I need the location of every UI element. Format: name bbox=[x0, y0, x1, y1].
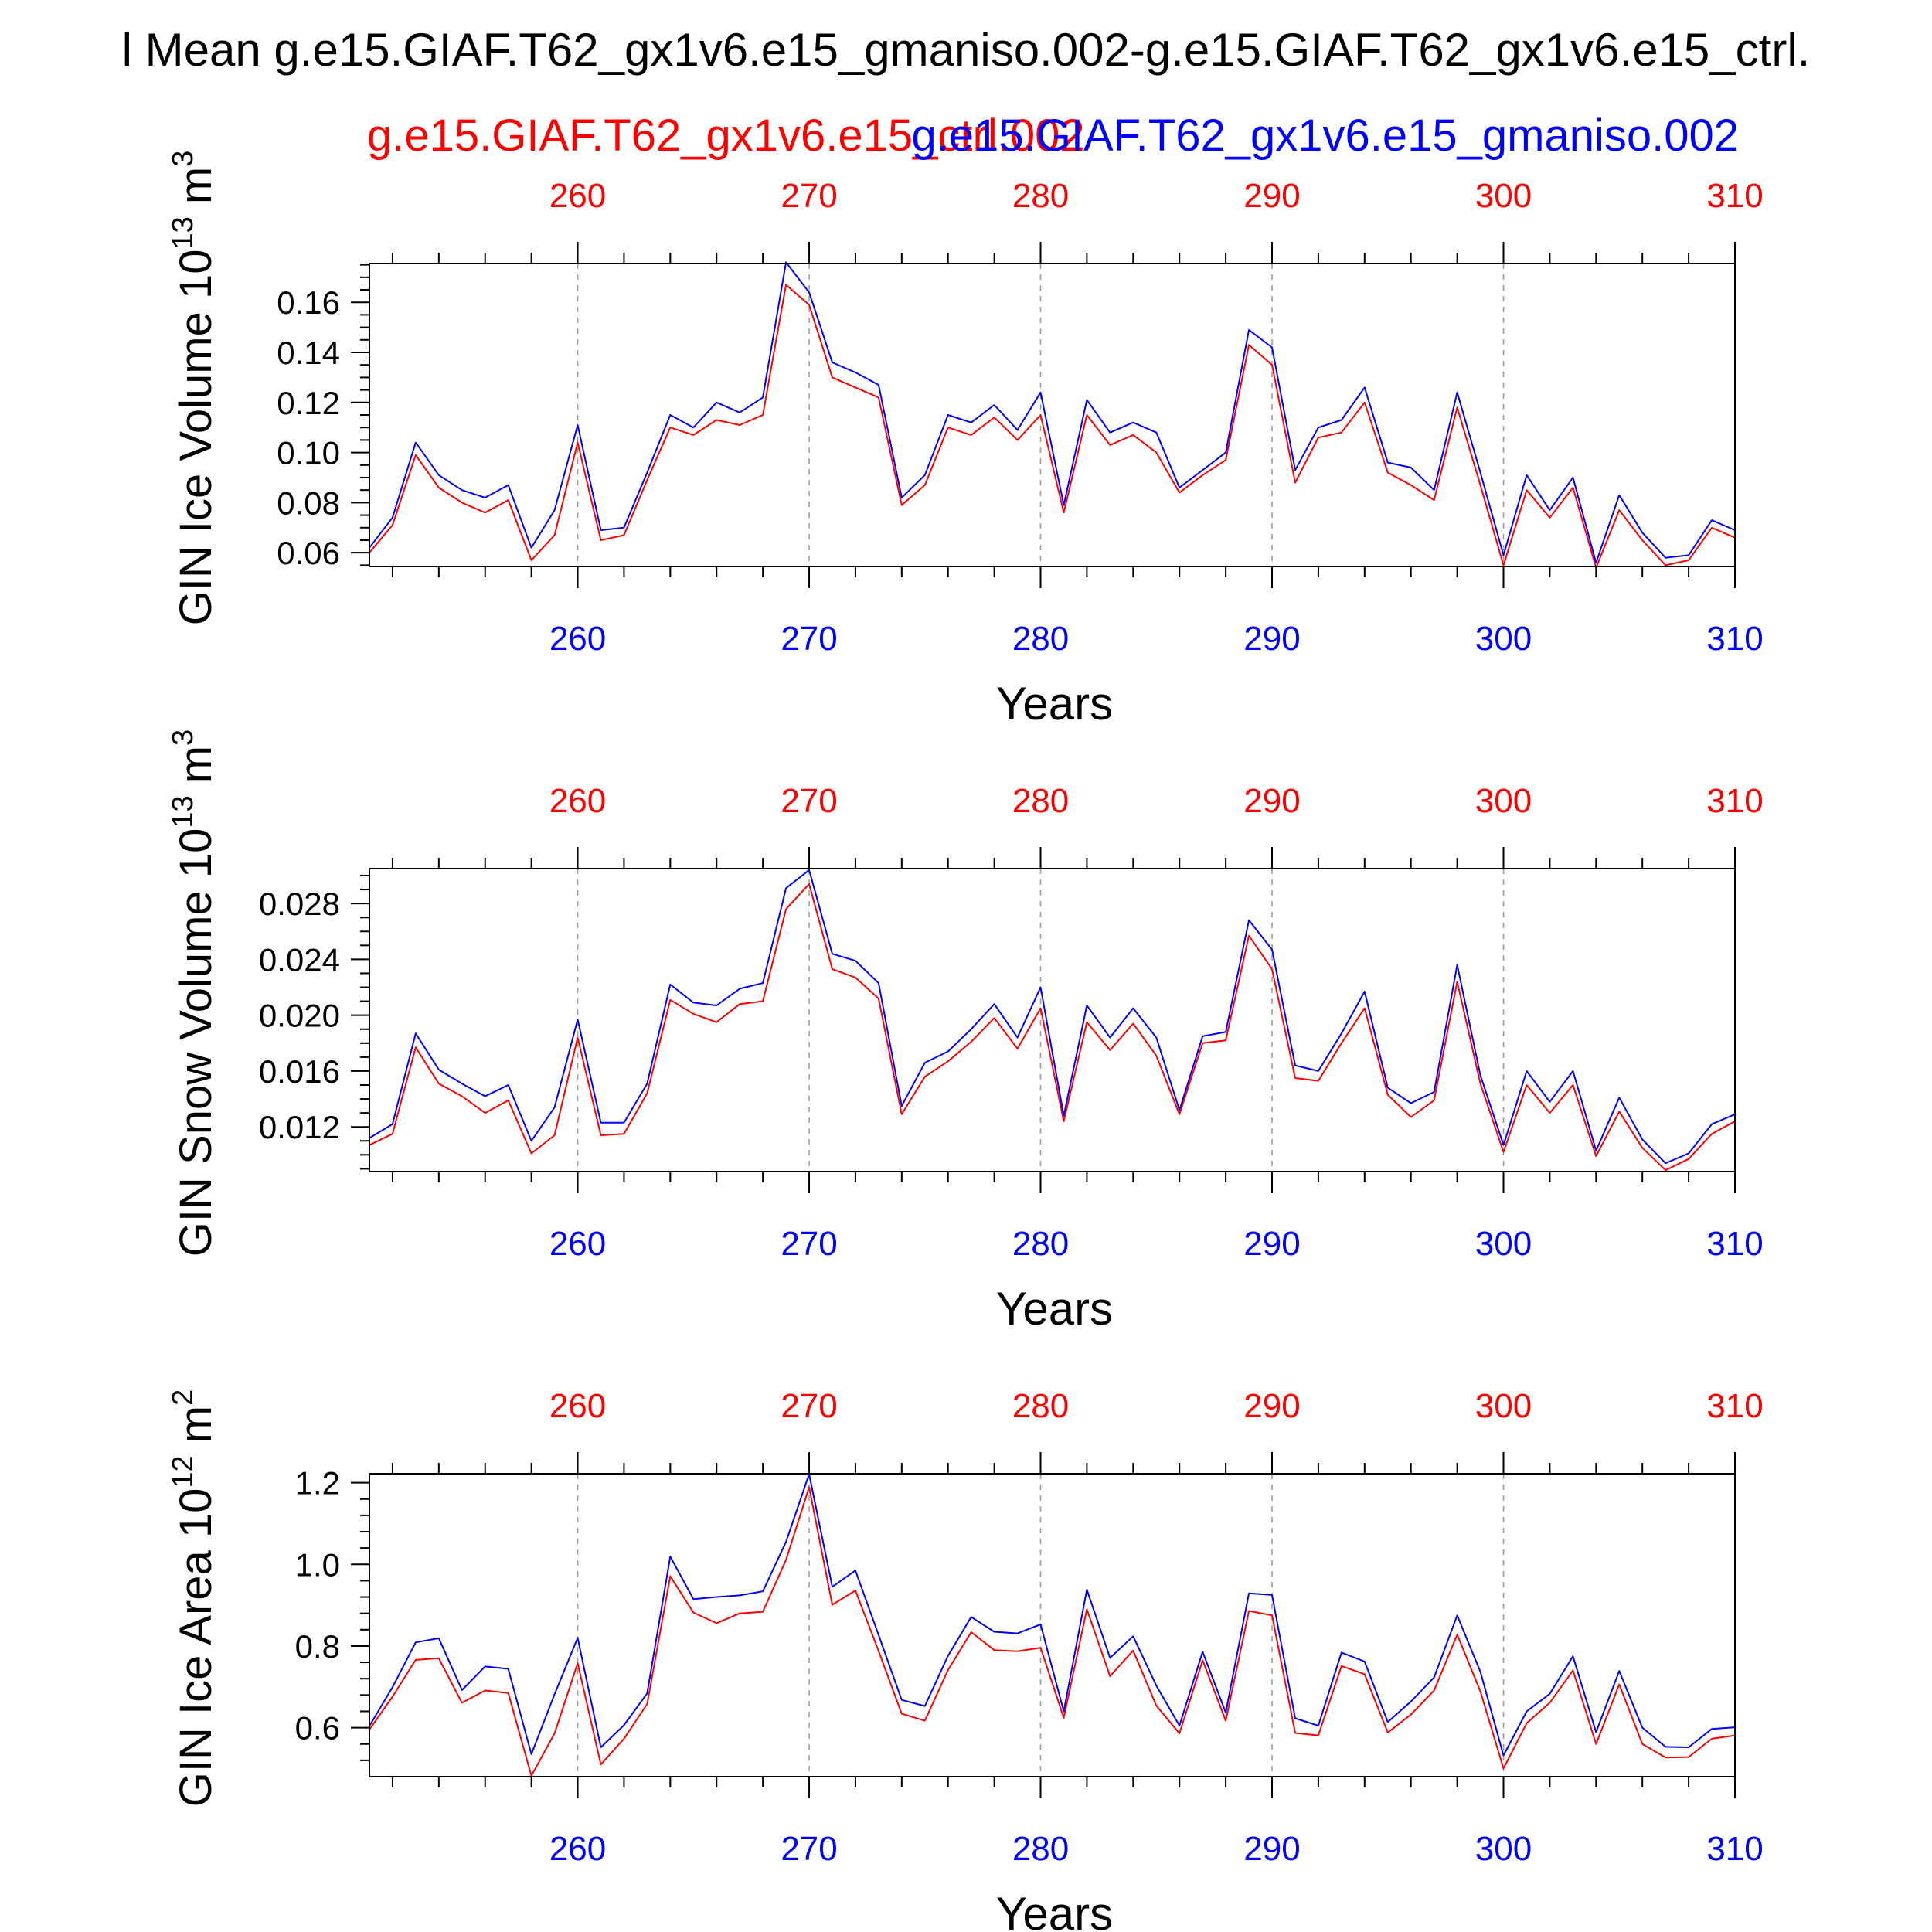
red-case-label: g.e15.GIAF.T62_gx1v6.e15_ctrl.002 bbox=[367, 111, 1085, 161]
series-line-red bbox=[369, 284, 1736, 569]
chart-panel-3: 260 260 270 270 280 280 290 290 300 300 310 310 0.6 0… bbox=[167, 1387, 1764, 1932]
x-tick-label-bottom: 290 bbox=[1243, 1225, 1300, 1263]
x-tick-label-top: 310 bbox=[1706, 177, 1763, 215]
y-tick-label: 1.2 bbox=[295, 1465, 340, 1502]
x-tick-label-top: 280 bbox=[1012, 1387, 1069, 1425]
x-tick-label-top: 300 bbox=[1475, 177, 1532, 215]
x-tick-label-bottom: 310 bbox=[1706, 1830, 1763, 1868]
y-tick-label: 0.8 bbox=[295, 1628, 340, 1665]
y-tick-label: 1.0 bbox=[295, 1546, 340, 1583]
y-tick-label: 0.016 bbox=[259, 1053, 340, 1090]
case-labels: g.e15.GIAF.T62_gx1v6.e15_ctrl.002 g.e15.… bbox=[367, 111, 1739, 161]
x-tick-label-bottom: 310 bbox=[1706, 1225, 1763, 1263]
y-tick-label: 0.6 bbox=[295, 1710, 340, 1747]
x-tick-label-bottom: 310 bbox=[1706, 620, 1763, 658]
x-tick-label-bottom: 280 bbox=[1012, 1225, 1069, 1263]
x-tick-label-bottom: 280 bbox=[1012, 620, 1069, 658]
x-tick-label-top: 270 bbox=[781, 782, 837, 820]
x-tick-label-bottom: 280 bbox=[1012, 1830, 1069, 1868]
series-line-blue bbox=[369, 869, 1736, 1165]
y-axis-label-unit-exponent: 2 bbox=[167, 1389, 199, 1406]
y-tick-label: 0.14 bbox=[277, 335, 340, 371]
x-tick-label-top: 280 bbox=[1012, 177, 1069, 215]
x-tick-label-bottom: 270 bbox=[781, 620, 837, 658]
plot-frame bbox=[369, 1473, 1736, 1777]
x-tick-label-bottom: 260 bbox=[549, 1830, 606, 1868]
y-axis-label-main: GIN Ice Volume 10 bbox=[171, 250, 221, 626]
x-tick-label-bottom: 270 bbox=[781, 1225, 837, 1263]
y-tick-label: 0.024 bbox=[259, 941, 340, 978]
y-axis-label-unit: m bbox=[171, 746, 221, 795]
plot-frame bbox=[369, 868, 1736, 1172]
x-axis-label: Years bbox=[996, 1283, 1113, 1335]
series-line-red bbox=[369, 883, 1736, 1172]
chart-panel-1: 260 260 270 270 280 280 290 290 300 300 310 310 0.06… bbox=[167, 151, 1764, 730]
x-tick-label-top: 260 bbox=[549, 177, 606, 215]
y-tick-label: 0.08 bbox=[277, 485, 340, 521]
x-tick-label-bottom: 260 bbox=[549, 1225, 606, 1263]
x-tick-label-top: 260 bbox=[549, 1387, 606, 1425]
blue-case-label: g.e15.GIAF.T62_gx1v6.e15_gmaniso.002 bbox=[911, 111, 1739, 161]
y-axis-label-main: GIN Ice Area 10 bbox=[171, 1488, 221, 1808]
y-axis-label: GIN Snow Volume 1013 m3 bbox=[167, 730, 221, 1257]
x-tick-label-top: 310 bbox=[1706, 1387, 1763, 1425]
x-tick-label-top: 310 bbox=[1706, 782, 1763, 820]
y-tick-label: 0.020 bbox=[259, 998, 340, 1034]
series-line-blue bbox=[369, 261, 1736, 564]
y-axis-label-unit-exponent: 3 bbox=[167, 730, 199, 746]
x-tick-label-bottom: 290 bbox=[1243, 1830, 1300, 1868]
x-tick-label-top: 280 bbox=[1012, 782, 1069, 820]
y-axis-label-main: GIN Snow Volume 10 bbox=[171, 828, 221, 1257]
x-tick-label-bottom: 270 bbox=[781, 1830, 837, 1868]
y-axis-label-exponent: 13 bbox=[167, 216, 199, 249]
series-line-blue bbox=[369, 1473, 1736, 1757]
x-tick-label-top: 270 bbox=[781, 177, 837, 215]
y-axis-label-unit: m bbox=[171, 1406, 221, 1455]
x-tick-label-top: 260 bbox=[549, 782, 606, 820]
x-tick-label-top: 290 bbox=[1243, 782, 1300, 820]
x-axis-label: Years bbox=[996, 1888, 1113, 1932]
x-tick-label-bottom: 300 bbox=[1475, 620, 1532, 658]
y-axis-label: GIN Ice Area 1012 m2 bbox=[167, 1389, 221, 1808]
x-tick-label-top: 300 bbox=[1475, 782, 1532, 820]
y-axis-label-exponent: 13 bbox=[167, 795, 199, 828]
y-tick-label: 0.12 bbox=[277, 385, 340, 421]
x-tick-label-bottom: 300 bbox=[1475, 1830, 1532, 1868]
x-tick-label-top: 290 bbox=[1243, 1387, 1300, 1425]
y-axis-label-unit: m bbox=[171, 167, 221, 216]
x-tick-label-bottom: 300 bbox=[1475, 1225, 1532, 1263]
x-tick-label-bottom: 260 bbox=[549, 620, 606, 658]
x-tick-label-top: 300 bbox=[1475, 1387, 1532, 1425]
x-tick-label-bottom: 290 bbox=[1243, 620, 1300, 658]
x-axis-label: Years bbox=[996, 678, 1113, 730]
y-axis-label-unit-exponent: 3 bbox=[167, 151, 199, 167]
y-tick-label: 0.012 bbox=[259, 1109, 340, 1145]
y-tick-label: 0.16 bbox=[277, 284, 340, 321]
y-tick-label: 0.06 bbox=[277, 535, 340, 571]
y-axis-label-exponent: 12 bbox=[167, 1455, 199, 1488]
plot-frame bbox=[369, 263, 1736, 567]
chart-panel-2: 260 260 270 270 280 280 290 290 300 300 310 310 0.01… bbox=[167, 730, 1764, 1335]
series-line-red bbox=[369, 1486, 1736, 1777]
y-tick-label: 0.028 bbox=[259, 886, 340, 922]
y-tick-label: 0.10 bbox=[277, 435, 340, 471]
x-tick-label-top: 290 bbox=[1243, 177, 1300, 215]
panels: 260 260 270 270 280 280 290 290 300 300 310 310 0.06… bbox=[167, 151, 1764, 1932]
x-tick-label-top: 270 bbox=[781, 1387, 837, 1425]
y-axis-label: GIN Ice Volume 1013 m3 bbox=[167, 151, 221, 626]
figure-title: l Mean g.e15.GIAF.T62_gx1v6.e15_gmaniso.… bbox=[122, 24, 1811, 76]
